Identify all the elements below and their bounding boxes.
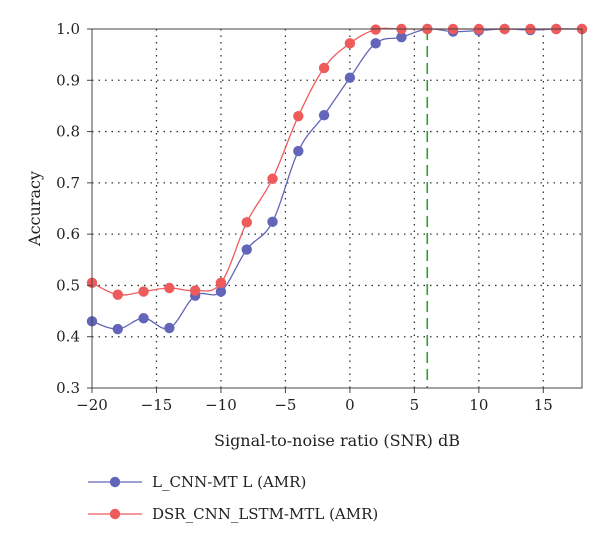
data-point (293, 110, 304, 122)
x-tick-label: 0 (345, 396, 355, 414)
y-tick-label: 0.3 (56, 379, 80, 397)
data-point (215, 277, 227, 289)
x-tick-label: 10 (469, 396, 488, 414)
x-tick-label: 5 (410, 396, 420, 414)
data-point (396, 32, 407, 43)
y-tick-label: 0.7 (56, 174, 80, 192)
x-axis-ticks: −20 −15 −10 −5 0 5 10 15 (76, 388, 553, 414)
series-0 (86, 23, 588, 335)
data-point (241, 244, 252, 255)
y-tick-label: 1.0 (56, 20, 80, 38)
data-point (112, 323, 123, 335)
data-point (138, 286, 149, 297)
y-tick-label: 0.9 (56, 71, 80, 89)
series-layer (86, 23, 588, 335)
y-tick-label: 0.8 (56, 123, 80, 141)
data-point (293, 145, 304, 157)
x-tick-label: −20 (76, 396, 108, 414)
plot-frame (91, 28, 583, 389)
data-point (344, 38, 356, 49)
legend-label: L_CNN-MT L (AMR) (152, 473, 306, 491)
data-point (344, 72, 356, 83)
data-point (164, 322, 175, 334)
data-point (215, 286, 227, 297)
data-point (318, 109, 330, 121)
legend: L_CNN-MT L (AMR) DSR_CNN_LSTM-MTL (AMR) (88, 473, 378, 523)
data-point (164, 282, 175, 294)
data-point (267, 173, 278, 184)
series-line (91, 28, 583, 330)
y-tick-label: 0.5 (56, 276, 80, 294)
data-point (267, 216, 278, 228)
x-tick-label: 15 (534, 396, 553, 414)
data-point (318, 62, 330, 74)
legend-label: DSR_CNN_LSTM-MTL (AMR) (152, 505, 378, 523)
data-point (370, 24, 381, 35)
series-line (91, 27, 582, 296)
x-tick-label: −5 (274, 396, 296, 414)
y-axis-title: Accuracy (25, 171, 44, 247)
x-axis-title: Signal-to-noise ratio (SNR) dB (214, 431, 460, 450)
legend-marker (109, 508, 121, 520)
data-point (138, 313, 149, 324)
series-1 (86, 23, 588, 300)
legend-marker (109, 476, 121, 488)
data-point (189, 285, 201, 296)
x-tick-label: −10 (205, 396, 237, 414)
y-axis-ticks: 0.3 0.4 0.5 0.6 0.7 0.8 0.9 1.0 (56, 20, 92, 397)
x-tick-label: −15 (141, 396, 173, 414)
y-tick-label: 0.4 (56, 328, 80, 346)
data-point (112, 289, 123, 300)
y-tick-label: 0.6 (56, 225, 80, 243)
data-point (370, 38, 381, 49)
data-point (241, 217, 252, 228)
grid (92, 29, 582, 388)
